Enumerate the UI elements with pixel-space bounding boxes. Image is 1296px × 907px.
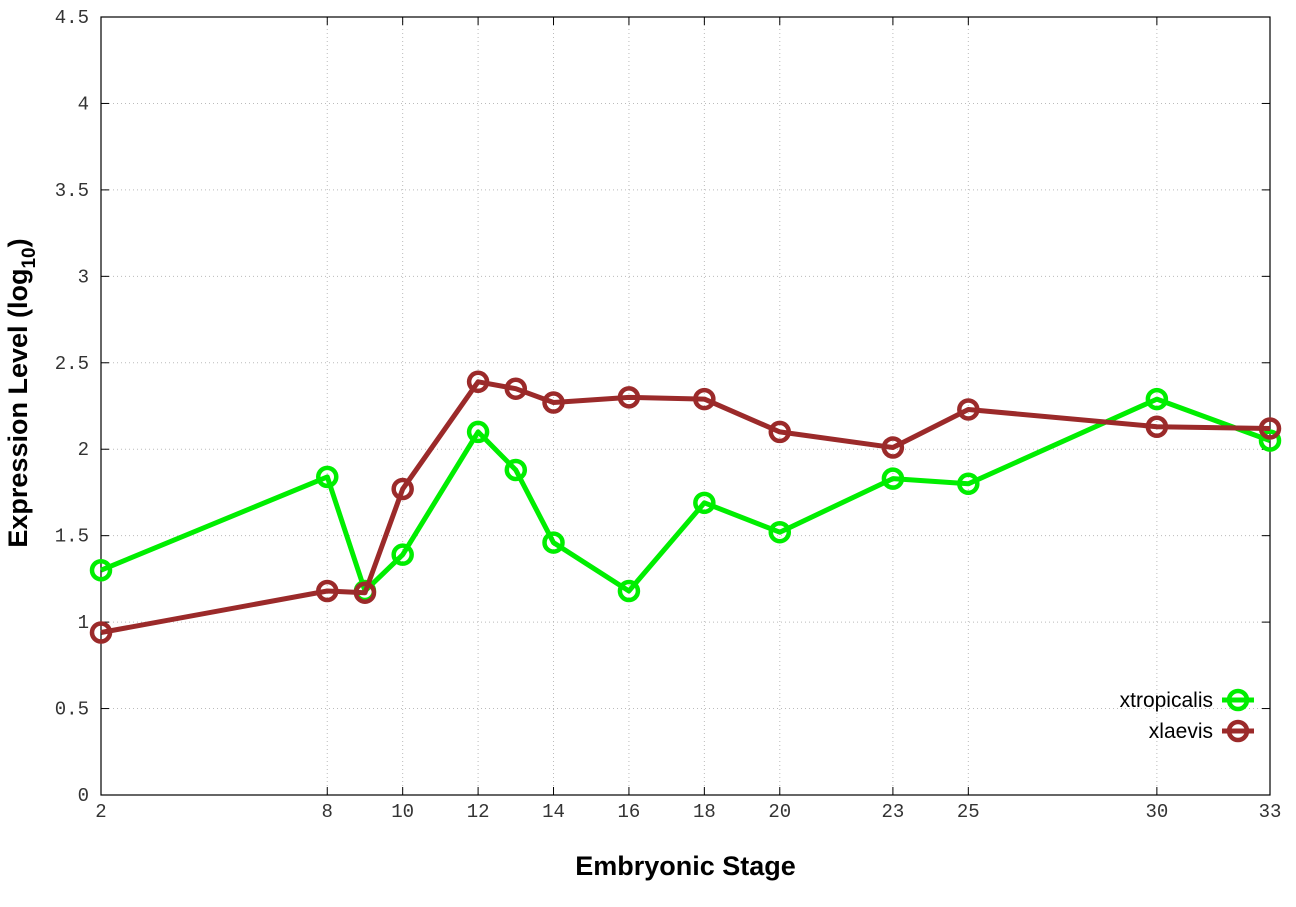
y-tick-label: 3: [78, 266, 89, 288]
legend-marker-swatch: [1226, 688, 1250, 712]
y-tick-label: 1: [78, 612, 89, 634]
x-tick-label: 23: [881, 801, 904, 823]
x-tick-label: 33: [1259, 801, 1282, 823]
axis-ticks: 0 0.5 1 1.5 2 2.5 3 3.5 4 4.5 2 8 10 12 14 16 18 20 23 25 30…: [55, 7, 1282, 823]
data-point: [617, 579, 641, 603]
data-point: [89, 621, 113, 644]
data-point: [768, 420, 792, 444]
data-point: [693, 491, 716, 515]
data-point: [353, 581, 377, 604]
legend-label: xlaevis: [1149, 720, 1213, 743]
data-point: [466, 420, 490, 444]
data-point: [391, 477, 414, 501]
data-point: [89, 558, 113, 582]
data-point: [466, 370, 490, 394]
y-axis-title: Expression Level (log10): [3, 238, 40, 547]
data-point: [881, 467, 905, 490]
x-axis-title: Embryonic Stage: [575, 851, 796, 881]
x-tick-label: 12: [467, 801, 490, 823]
legend: xtropicalis xlaevis: [1120, 688, 1254, 743]
data-point: [542, 531, 565, 554]
series-xlaevis: [89, 370, 1282, 644]
x-tick-label: 14: [542, 801, 565, 823]
y-tick-label: 4: [78, 93, 89, 115]
y-tick-label: 0.5: [55, 699, 89, 721]
x-tick-label: 18: [693, 801, 716, 823]
y-tick-label: 0: [78, 785, 89, 807]
data-point: [881, 436, 905, 459]
data-point: [391, 543, 414, 566]
x-tick-label: 10: [391, 801, 414, 823]
data-point: [542, 391, 565, 414]
x-tick-label: 30: [1145, 801, 1168, 823]
y-tick-label: 1.5: [55, 526, 89, 548]
y-tick-label: 3.5: [55, 180, 89, 202]
series-line: [100, 396, 1271, 594]
data-point: [1258, 429, 1282, 452]
plot-frame: [100, 16, 1271, 796]
y-axis-title-main: Expression Level (log: [3, 269, 33, 548]
data-point: [316, 465, 339, 489]
y-axis-title-suffix: ): [3, 238, 33, 247]
x-tick-label: 20: [768, 801, 791, 823]
data-point: [693, 387, 716, 411]
data-point: [504, 458, 528, 482]
data-point: [504, 377, 528, 400]
data-point: [1258, 417, 1282, 440]
y-axis-title-subscript: 10: [19, 247, 40, 268]
data-point: [768, 520, 792, 544]
data-point: [957, 398, 980, 421]
data-point: [316, 579, 339, 603]
legend-marker-swatch: [1226, 719, 1250, 743]
series-layer: [89, 370, 1282, 644]
legend-label: xtropicalis: [1120, 689, 1213, 712]
x-tick-label: 25: [957, 801, 980, 823]
data-point: [1145, 415, 1169, 438]
x-tick-label: 16: [618, 801, 641, 823]
x-tick-label: 8: [322, 801, 333, 823]
series-line: [100, 379, 1271, 635]
y-tick-label: 2: [78, 439, 89, 461]
grid-lines: [101, 17, 1270, 795]
data-point: [1145, 387, 1169, 411]
data-point: [617, 386, 641, 409]
x-tick-label: 2: [95, 801, 106, 823]
data-point: [957, 472, 980, 496]
y-tick-label: 4.5: [55, 7, 89, 29]
y-tick-label: 2.5: [55, 353, 89, 375]
